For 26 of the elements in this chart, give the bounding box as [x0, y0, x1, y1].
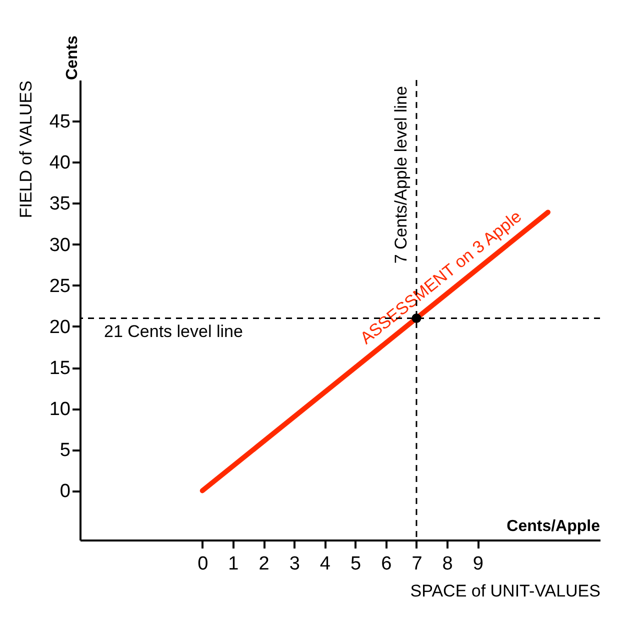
- y-tick-label: 10: [49, 399, 70, 420]
- y-tick-label: 45: [49, 112, 70, 133]
- y-tick-label: 35: [49, 194, 70, 215]
- y-tick-label: 30: [49, 234, 70, 256]
- y-tick-label: 0: [60, 481, 70, 502]
- x-axis-title: SPACE of UNIT-VALUES: [410, 582, 600, 600]
- x-tick-label: 8: [442, 554, 453, 574]
- x-tick-label: 7: [412, 554, 422, 574]
- text: Cents: [64, 35, 81, 80]
- x-tick-label: 9: [472, 554, 484, 574]
- annotation: Cents/Apple: [506, 518, 600, 535]
- x-tick-label: 5: [350, 554, 362, 574]
- y-tick-label: 40: [49, 152, 70, 174]
- x-tick-label: 4: [320, 554, 331, 574]
- x-tick-label: 1: [228, 554, 239, 574]
- x-tick-label: 3: [289, 554, 300, 574]
- y-tick-label: 20: [49, 316, 70, 338]
- y-tick-label: 15: [49, 358, 70, 379]
- y-tick-label: 5: [60, 440, 70, 462]
- ref-line-label: 21 Cents level line: [104, 322, 243, 342]
- x-tick-label: 0: [198, 554, 208, 574]
- ref-line-label: 7 Cents/Apple level line: [391, 86, 410, 264]
- x-tick-label: 2: [258, 554, 270, 574]
- x-tick-label: 6: [381, 554, 392, 574]
- y-tick-label: 25: [49, 276, 70, 297]
- y-axis-title: FIELD of VALUES: [16, 80, 36, 218]
